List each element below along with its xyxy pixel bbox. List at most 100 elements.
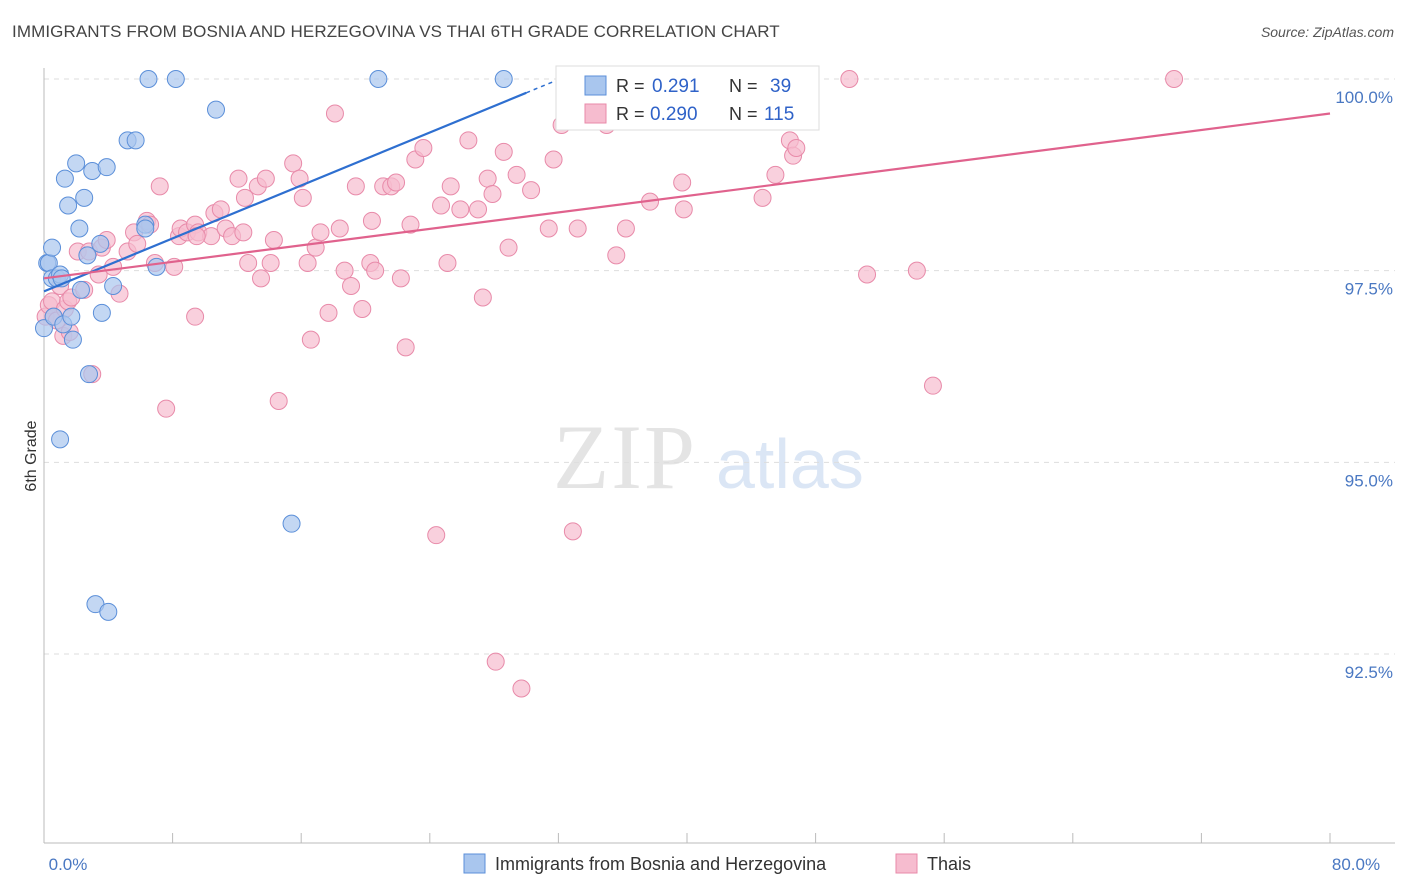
bosnia-point: [139, 70, 158, 88]
bottom-legend-label-blue: Immigrants from Bosnia and Herzegovina: [495, 854, 827, 874]
trend-lines: [43, 80, 1331, 293]
thais-point: [293, 188, 312, 207]
bosnia-point: [99, 602, 118, 621]
bottom-legend: Immigrants from Bosnia and Herzegovina T…: [463, 853, 971, 874]
legend-r-value-blue: 0.291: [652, 76, 700, 97]
thais-point: [157, 399, 176, 418]
thais-point: [261, 254, 280, 272]
thais-point: [366, 261, 385, 280]
watermark-atlas: atlas: [716, 425, 864, 503]
thais-point: [330, 219, 349, 238]
thais-point: [186, 307, 205, 326]
x-ticks: [172, 833, 1331, 843]
chart-source: Source: ZipAtlas.com: [1260, 24, 1394, 40]
thais-point: [522, 181, 541, 200]
bosnia-point: [35, 319, 53, 338]
thais-point: [335, 261, 354, 280]
bosnia-point: [91, 234, 110, 253]
y-axis-title: 6th Grade: [23, 420, 40, 491]
bosnia-point: [78, 246, 97, 265]
bosnia-point: [104, 277, 123, 295]
thais-point: [432, 196, 451, 215]
bosnia-point: [63, 330, 82, 349]
thais-point: [840, 70, 859, 88]
thais-point: [387, 173, 406, 192]
thais-point: [269, 392, 288, 410]
bosnia-point: [75, 188, 94, 207]
thais-point: [391, 269, 410, 288]
bosnia-point: [207, 100, 226, 119]
thais-point: [494, 142, 513, 161]
bosnia-point: [126, 131, 145, 150]
thais-point: [563, 522, 582, 541]
thais-point: [499, 238, 518, 257]
bosnia-point: [59, 196, 78, 215]
bosnia-point: [62, 307, 81, 326]
thais-point: [539, 219, 558, 238]
thais-point: [483, 185, 502, 203]
thais-point: [353, 300, 372, 318]
bosnia-point: [70, 219, 89, 238]
thais-point: [753, 188, 772, 207]
thais-point: [396, 338, 415, 357]
thais-point: [301, 330, 320, 349]
thais-point: [473, 288, 492, 307]
thais-point: [787, 139, 806, 157]
bosnia-point: [55, 169, 74, 188]
thais-point: [607, 246, 626, 265]
bosnia-point: [282, 514, 301, 533]
bosnia-point: [67, 154, 86, 173]
bosnia-trend-line: [43, 91, 527, 293]
thais-point: [414, 139, 433, 157]
thais-point: [252, 269, 271, 288]
bosnia-point: [92, 303, 111, 322]
thais-point: [441, 177, 460, 196]
thais-point: [438, 254, 457, 272]
thais-point: [150, 177, 169, 196]
y-tick-label: 92.5%: [1345, 663, 1393, 682]
thais-point: [342, 277, 361, 295]
legend-r-label-blue: R =: [616, 76, 645, 96]
axes: [43, 68, 1395, 844]
bosnia-point: [166, 70, 185, 88]
bosnia-point: [369, 70, 388, 88]
bosnia-point: [97, 158, 116, 177]
y-tick-label: 97.5%: [1345, 280, 1393, 299]
thais-point: [239, 254, 258, 272]
thais-point: [923, 376, 942, 395]
legend-swatch-pink: [584, 103, 607, 124]
thais-point: [673, 173, 692, 192]
y-tick-label: 100.0%: [1335, 88, 1393, 107]
bosnia-point: [51, 430, 70, 449]
gridlines: [44, 78, 1395, 655]
y-tick-labels: 100.0% 97.5% 95.0% 92.5%: [1335, 88, 1393, 682]
thais-point: [907, 261, 926, 280]
thais-point: [544, 150, 563, 169]
bottom-legend-swatch-pink: [895, 853, 918, 874]
chart-title: IMMIGRANTS FROM BOSNIA AND HERZEGOVINA V…: [12, 22, 780, 41]
bottom-legend-label-pink: Thais: [927, 854, 971, 874]
thais-point: [486, 652, 505, 671]
legend-n-label-blue: N =: [729, 76, 758, 96]
thais-point: [346, 177, 365, 196]
legend-n-value-pink: 115: [764, 104, 794, 125]
x-tick-label-max: 80.0%: [1332, 855, 1380, 874]
legend-r-value-pink: 0.290: [650, 104, 698, 125]
thais-point: [459, 131, 478, 150]
thais-point: [451, 200, 470, 219]
thais-point: [507, 165, 526, 184]
thais-point: [1165, 70, 1184, 88]
x-tick-label-min: 0.0%: [49, 855, 88, 874]
thais-point: [311, 223, 330, 242]
watermark: ZIP atlas: [553, 406, 864, 508]
thais-point: [512, 679, 531, 698]
thais-point: [319, 303, 338, 322]
thais-point: [325, 104, 344, 123]
bosnia-point: [494, 70, 513, 88]
thais-point: [858, 265, 877, 284]
thais-point: [284, 154, 303, 173]
bottom-legend-swatch-blue: [463, 853, 486, 874]
thais-point: [264, 231, 283, 249]
thais-trend-line: [43, 112, 1331, 280]
